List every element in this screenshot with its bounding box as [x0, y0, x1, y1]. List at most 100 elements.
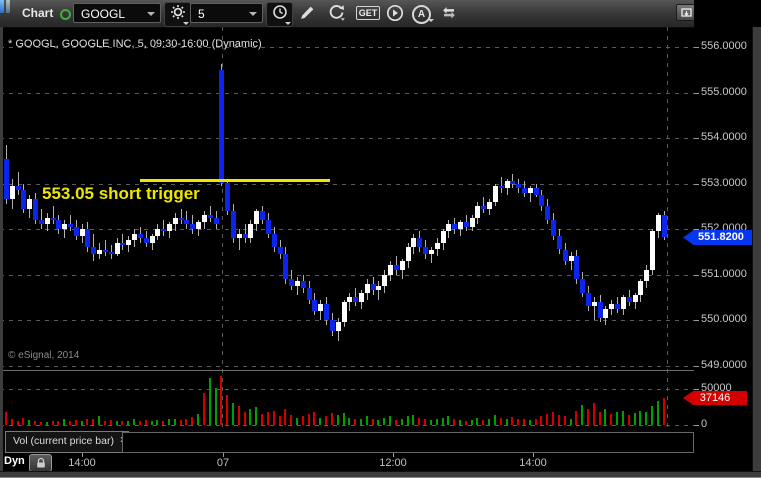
candle-body — [534, 188, 539, 195]
trigger-annotation-text[interactable]: 553.05 short trigger — [42, 184, 200, 203]
volume-bar — [471, 419, 473, 425]
alerts-button[interactable]: A — [412, 5, 434, 24]
volume-bar — [40, 422, 42, 425]
candle-wick — [355, 288, 356, 307]
price-pane[interactable] — [0, 27, 694, 371]
price-axis-label: 553.0000 — [701, 176, 747, 189]
candle-body — [68, 224, 73, 227]
volume-bar — [628, 414, 630, 425]
pane-separator[interactable] — [0, 370, 752, 371]
candle-body — [312, 299, 317, 311]
price-gridline — [0, 92, 694, 94]
candle-wick — [431, 247, 432, 264]
volume-bar — [459, 419, 461, 425]
trigger-line[interactable] — [140, 179, 330, 183]
axis-tick — [694, 274, 699, 276]
volume-bar — [290, 414, 292, 425]
candle-body — [446, 224, 451, 232]
candle-body — [190, 224, 195, 230]
get-data-button[interactable]: GET — [356, 6, 380, 20]
volume-bar — [366, 416, 368, 425]
window-frame-bottom — [0, 471, 761, 478]
volume-bar — [197, 414, 199, 425]
candle-body — [394, 265, 399, 270]
volume-bar — [465, 420, 467, 425]
tab-volume-study[interactable]: Vol (current price bar) x — [5, 431, 129, 453]
chart-window-icon — [0, 0, 12, 13]
candle-wick — [70, 215, 71, 232]
candle-body — [243, 233, 248, 239]
candle-body — [155, 229, 160, 236]
candle-body — [563, 249, 568, 261]
volume-bar — [180, 419, 182, 425]
volume-bar — [226, 394, 228, 425]
volume-bar — [191, 417, 193, 425]
candle-body — [522, 188, 527, 193]
volume-bar — [232, 403, 234, 425]
volume-bar — [575, 410, 577, 425]
volume-bar — [22, 417, 24, 425]
symbol-dropdown[interactable]: GOOGL — [73, 3, 161, 23]
candle-body — [167, 224, 172, 232]
volume-bar — [529, 419, 531, 425]
volume-bar — [593, 403, 595, 425]
scale-lock-button[interactable] — [29, 454, 52, 472]
replay-button[interactable] — [386, 4, 404, 22]
candle-body — [109, 251, 114, 255]
swap-view-button[interactable] — [440, 4, 458, 21]
time-axis-label: 07 — [216, 457, 230, 469]
candle-wick — [111, 244, 112, 259]
candle-wick — [594, 297, 595, 321]
volume-bar — [11, 418, 13, 425]
candle-wick — [378, 281, 379, 300]
candle-body — [650, 231, 655, 270]
volume-bar — [587, 409, 589, 425]
candle-body — [545, 206, 550, 220]
empty-tab-area[interactable] — [122, 432, 694, 453]
axis-tick — [694, 138, 699, 140]
interval-dropdown[interactable]: 5 — [190, 3, 263, 23]
candle-wick — [64, 219, 65, 239]
candle-body — [202, 215, 207, 223]
candle-body — [27, 199, 32, 209]
a-label: A — [417, 9, 426, 20]
volume-bar — [249, 409, 251, 425]
volume-bar — [104, 420, 106, 425]
volume-bar — [203, 392, 205, 425]
candle-body — [493, 185, 498, 202]
candle-body — [289, 279, 294, 286]
title-bar: Chart GOOGL 5 GET — [0, 0, 761, 28]
candle-body — [615, 304, 620, 309]
volume-bar — [220, 376, 222, 425]
volume-bar — [500, 417, 502, 425]
volume-bar — [81, 421, 83, 425]
axis-tick — [694, 389, 699, 390]
candle-body — [603, 308, 608, 318]
volume-bar — [162, 420, 164, 425]
candle-body — [173, 217, 178, 225]
volume-bar — [52, 421, 54, 425]
time-axis[interactable]: Dyn 14:00 07 12:00 14:00 — [0, 453, 752, 472]
price-axis[interactable]: 551.8200 37146 556.0000 555.0000 554.0000 5… — [683, 0, 761, 478]
price-gridline — [0, 274, 694, 276]
reload-data-button[interactable] — [327, 4, 346, 21]
candle-body — [376, 285, 381, 291]
volume-bar — [599, 412, 601, 425]
volume-bar — [325, 416, 327, 425]
candle-body — [150, 235, 155, 243]
volume-bar — [442, 417, 444, 425]
time-interval-button[interactable] — [266, 2, 293, 27]
volume-bar — [348, 417, 350, 425]
volume-bar — [610, 414, 612, 425]
price-gridline — [0, 138, 694, 140]
symbol-settings-button[interactable] — [164, 2, 191, 27]
volume-bar — [57, 420, 59, 425]
draw-tool-button[interactable] — [299, 4, 316, 21]
price-gridline — [0, 183, 694, 185]
candle-body — [39, 219, 44, 225]
volume-pane[interactable] — [0, 371, 694, 430]
volume-gridline — [0, 425, 694, 426]
candle-wick — [41, 208, 42, 230]
candle-wick — [501, 176, 502, 193]
